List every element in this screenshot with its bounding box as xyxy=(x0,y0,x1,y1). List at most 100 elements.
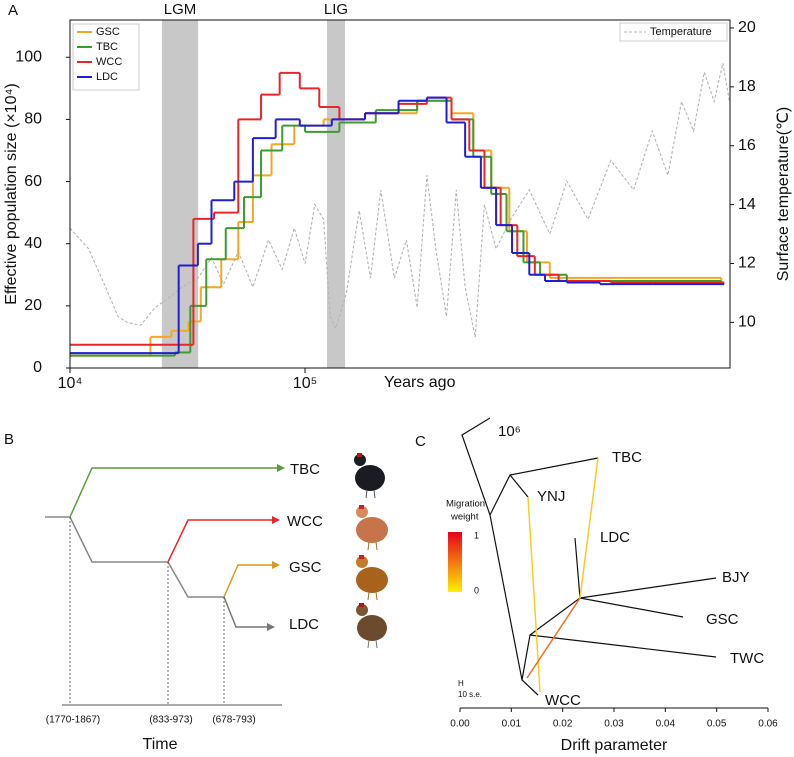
x-tick-label: 0.04 xyxy=(656,719,676,730)
y-tick-label: 80 xyxy=(24,111,42,128)
panel-label: B xyxy=(4,431,14,448)
chicken xyxy=(356,505,388,551)
leaf-label: LDC xyxy=(289,616,319,633)
x-tick-label: 10⁴ xyxy=(58,375,83,392)
y-tick-label: 60 xyxy=(24,173,42,190)
series-3 xyxy=(70,96,725,355)
y2-tick-label: 16 xyxy=(738,137,756,154)
series-2 xyxy=(70,71,725,346)
node-label: GSC xyxy=(706,611,739,628)
y2-tick-label: 20 xyxy=(738,19,756,36)
y-tick-label: 40 xyxy=(24,235,42,252)
x-tick-label: 0.01 xyxy=(502,719,522,730)
series-4 xyxy=(69,63,731,338)
branch xyxy=(223,596,270,628)
color-scale xyxy=(448,532,462,592)
migration-edge xyxy=(579,457,599,599)
legend-title: weight xyxy=(450,512,479,523)
plot-frame xyxy=(69,19,731,369)
y2-tick-label: 14 xyxy=(738,196,756,213)
y2-axis-label: Surface temperature(℃) xyxy=(775,107,792,281)
legend-box xyxy=(72,23,140,91)
x-tick-label: 10⁵ xyxy=(293,375,317,392)
legend-title: Migration xyxy=(446,499,485,510)
edge xyxy=(579,597,684,618)
legend-tick: 1 xyxy=(474,530,479,540)
legend-tick: 0 xyxy=(474,585,479,595)
arrow xyxy=(272,516,280,524)
branch xyxy=(69,516,168,563)
period-label: LIG xyxy=(324,1,348,18)
x-tick-label: 0.06 xyxy=(758,719,778,730)
root-label: 10⁶ xyxy=(498,423,521,440)
chicken xyxy=(354,453,385,499)
y-tick-label: 100 xyxy=(15,49,42,66)
scale-label: 10 s.e. xyxy=(458,690,482,699)
chicken xyxy=(356,555,388,601)
time-label: (833-973) xyxy=(149,715,192,726)
node-label: TBC xyxy=(612,449,642,466)
x-axis-label: Years ago xyxy=(384,374,456,391)
node-label: WCC xyxy=(545,692,581,709)
arrow xyxy=(267,623,275,631)
legend-label: TBC xyxy=(96,41,118,53)
scale-bar: H xyxy=(458,679,464,688)
edge xyxy=(509,474,529,498)
legend-label: Temperature xyxy=(650,26,712,38)
x-tick-label: 0.03 xyxy=(604,719,624,730)
migration-edge xyxy=(527,496,541,693)
y-tick-label: 20 xyxy=(24,297,42,314)
legend-label: LDC xyxy=(96,71,118,83)
panel-b: B TBC WCC GSC LDC (1770-1867) (833-973) xyxy=(4,431,388,753)
leaf-label: WCC xyxy=(287,513,323,530)
shaded-period xyxy=(326,20,346,368)
migration-edge xyxy=(526,597,581,679)
branch xyxy=(167,561,224,598)
node-label: YNJ xyxy=(537,488,565,505)
edge xyxy=(579,577,717,599)
treemix-tree xyxy=(461,417,717,696)
branch xyxy=(69,467,280,518)
y2-tick-label: 18 xyxy=(738,78,756,95)
branch xyxy=(223,564,275,598)
arrow xyxy=(277,464,285,472)
y-tick-label: 0 xyxy=(33,359,42,376)
legend: GSC TBC WCC LDC xyxy=(72,23,140,91)
plot-area xyxy=(69,20,731,368)
edge xyxy=(521,537,581,681)
leaf-label: TBC xyxy=(290,461,320,478)
x-tick-label: 0.02 xyxy=(553,719,573,730)
panel-label: A xyxy=(8,2,18,19)
chicken xyxy=(356,603,387,649)
legend: Temperature xyxy=(619,22,728,42)
axis-label: Time xyxy=(143,736,178,753)
edge xyxy=(529,634,717,658)
x-axis-label: Drift parameter xyxy=(561,737,668,754)
period-label: LGM xyxy=(164,1,197,18)
y-axis-label: Effective population size (×10⁴) xyxy=(3,83,20,304)
chicken-icons xyxy=(354,453,388,649)
branch xyxy=(167,519,275,563)
panel-a: A Years ago Effective population size (×… xyxy=(3,1,792,392)
legend-label: WCC xyxy=(96,56,122,68)
arrow xyxy=(272,561,280,569)
x-tick-label: 0.00 xyxy=(450,719,470,730)
temperature-line xyxy=(69,63,731,338)
panel-label: C xyxy=(415,433,426,450)
shaded-period xyxy=(161,20,199,368)
legend-box xyxy=(619,22,728,42)
legend-label: GSC xyxy=(96,26,120,38)
node-label: TWC xyxy=(730,650,764,667)
edge xyxy=(489,457,599,516)
y2-tick-label: 10 xyxy=(738,314,756,331)
x-tick-label: 0.05 xyxy=(707,719,727,730)
time-label: (678-793) xyxy=(212,715,255,726)
node-label: LDC xyxy=(600,529,630,546)
panel-c: C 10⁶ TBC YNJ LDC BJY GSC TWC WCC Migrat… xyxy=(415,417,778,754)
node-label: BJY xyxy=(722,569,750,586)
time-label: (1770-1867) xyxy=(46,715,100,726)
y2-tick-label: 12 xyxy=(738,255,756,272)
tree xyxy=(45,464,285,706)
leaf-label: GSC xyxy=(289,559,322,576)
